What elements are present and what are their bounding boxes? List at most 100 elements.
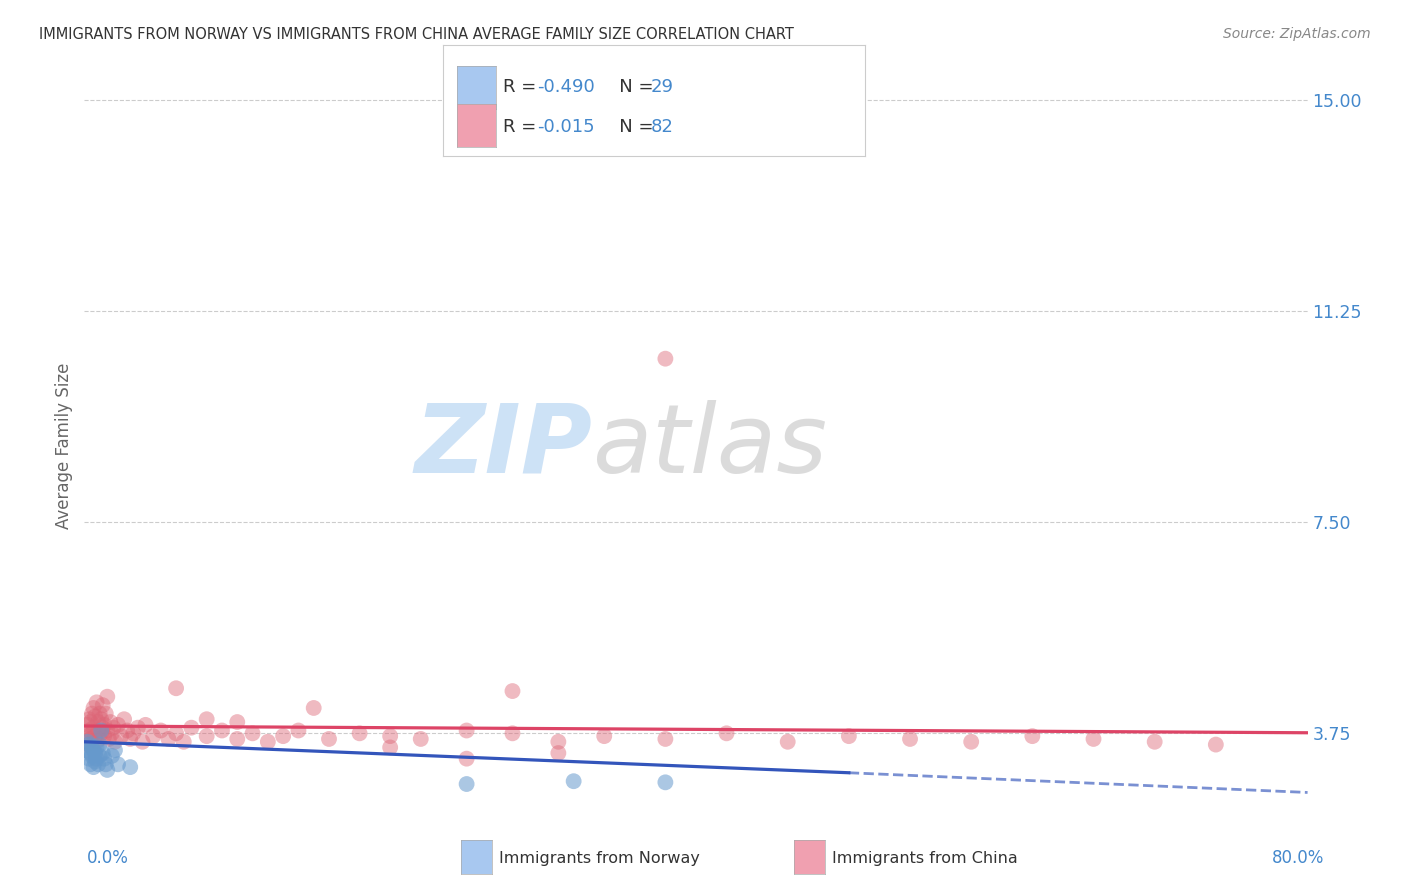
Point <box>77 712 100 726</box>
Point <box>456 752 478 766</box>
Point <box>149 723 172 738</box>
Point <box>110 729 132 743</box>
Point <box>90 726 112 740</box>
Point <box>90 723 112 738</box>
Point <box>318 731 340 746</box>
Point <box>776 735 799 749</box>
Point <box>77 752 100 766</box>
Point <box>242 726 264 740</box>
Point <box>79 731 101 746</box>
Point <box>91 746 114 760</box>
Point <box>76 738 98 752</box>
Point <box>87 757 110 772</box>
Point <box>349 726 371 740</box>
Point <box>84 755 107 769</box>
Text: IMMIGRANTS FROM NORWAY VS IMMIGRANTS FROM CHINA AVERAGE FAMILY SIZE CORRELATION : IMMIGRANTS FROM NORWAY VS IMMIGRANTS FRO… <box>39 27 794 42</box>
Point <box>654 775 676 789</box>
Point <box>593 729 616 743</box>
Point <box>96 690 118 704</box>
Point <box>165 681 187 696</box>
Point <box>257 735 280 749</box>
Point <box>86 735 108 749</box>
Point <box>75 743 97 757</box>
Point <box>87 723 110 738</box>
Point <box>91 698 114 713</box>
Point <box>83 721 105 735</box>
Point <box>157 731 180 746</box>
Y-axis label: Average Family Size: Average Family Size <box>55 363 73 529</box>
Text: N =: N = <box>602 118 659 136</box>
Point <box>89 748 111 763</box>
Point <box>104 743 127 757</box>
Point <box>84 709 107 723</box>
Point <box>93 729 115 743</box>
Point <box>89 731 111 746</box>
Point <box>122 726 145 740</box>
Point <box>94 757 117 772</box>
Point <box>80 726 103 740</box>
Point <box>180 721 202 735</box>
Point <box>79 757 101 772</box>
Point <box>83 760 105 774</box>
Point <box>79 746 101 760</box>
Point <box>142 729 165 743</box>
Point <box>104 735 127 749</box>
Text: R =: R = <box>503 118 543 136</box>
Point <box>654 731 676 746</box>
Point <box>960 735 983 749</box>
Point <box>127 721 149 735</box>
Point <box>101 748 124 763</box>
Point <box>195 729 218 743</box>
Point <box>380 740 402 755</box>
Text: 80.0%: 80.0% <box>1272 849 1324 867</box>
Point <box>80 748 103 763</box>
Point <box>75 729 97 743</box>
Point <box>165 726 187 740</box>
Point <box>271 729 294 743</box>
Text: 82: 82 <box>651 118 673 136</box>
Point <box>93 718 115 732</box>
Point <box>302 701 325 715</box>
Point <box>96 763 118 777</box>
Point <box>97 731 120 746</box>
Point <box>77 723 100 738</box>
Point <box>120 760 142 774</box>
Point <box>107 718 129 732</box>
Text: Source: ZipAtlas.com: Source: ZipAtlas.com <box>1223 27 1371 41</box>
Text: 29: 29 <box>651 78 673 95</box>
Point <box>131 735 153 749</box>
Point <box>93 752 115 766</box>
Point <box>98 714 121 729</box>
Point <box>77 738 100 752</box>
Point <box>91 721 114 735</box>
Point <box>502 726 524 740</box>
Point <box>1205 738 1227 752</box>
Point <box>380 729 402 743</box>
Point <box>96 723 118 738</box>
Point <box>173 735 195 749</box>
Text: Immigrants from Norway: Immigrants from Norway <box>499 851 700 865</box>
Point <box>562 774 585 789</box>
Point <box>1143 735 1166 749</box>
Point <box>90 712 112 726</box>
Text: Immigrants from China: Immigrants from China <box>832 851 1018 865</box>
Point <box>86 740 108 755</box>
Point <box>287 723 309 738</box>
Point <box>226 731 249 746</box>
Point <box>84 729 107 743</box>
Point <box>456 723 478 738</box>
Point <box>76 718 98 732</box>
Point <box>898 731 921 746</box>
Point <box>547 735 569 749</box>
Point <box>547 746 569 760</box>
Point <box>79 714 101 729</box>
Point <box>1083 731 1105 746</box>
Point <box>89 738 111 752</box>
Text: N =: N = <box>602 78 659 95</box>
Point <box>86 752 108 766</box>
Point <box>195 712 218 726</box>
Text: R =: R = <box>503 78 543 95</box>
Point <box>226 714 249 729</box>
Point <box>211 723 233 738</box>
Point <box>76 735 98 749</box>
